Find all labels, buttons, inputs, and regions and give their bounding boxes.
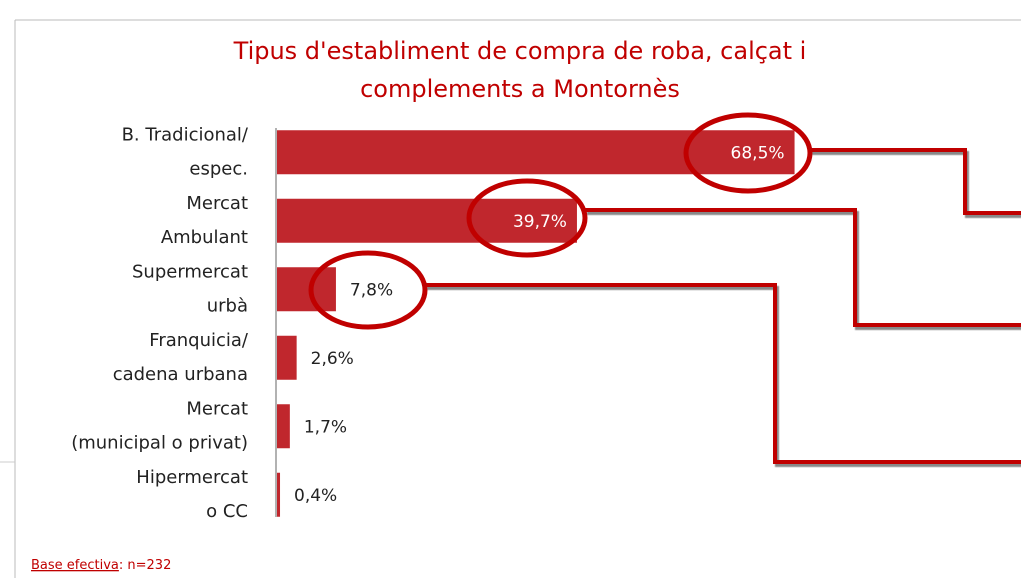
bar — [277, 198, 577, 243]
category-label: B. Tradicional/ — [122, 124, 249, 145]
category-label: (municipal o privat) — [71, 432, 248, 453]
footer-label: Base efectiva — [31, 558, 119, 573]
data-label: 39,7% — [513, 212, 567, 232]
bar — [277, 404, 290, 449]
category-label: espec. — [189, 158, 248, 179]
callout-line — [425, 283, 1021, 464]
category-label: urbà — [207, 295, 248, 316]
data-label: 1,7% — [304, 417, 347, 437]
chart-title: Tipus d'establiment de compra de roba, c… — [233, 37, 807, 65]
bar — [277, 130, 795, 175]
category-label: cadena urbana — [113, 364, 248, 385]
category-label: Mercat — [186, 193, 248, 214]
data-label: 0,4% — [294, 486, 337, 506]
category-label: Franquicia/ — [149, 330, 249, 351]
highlight-ellipse — [466, 178, 588, 258]
callout-line — [585, 208, 1021, 327]
category-label: o CC — [206, 501, 248, 522]
data-label: 7,8% — [350, 280, 393, 300]
callout-lines — [425, 148, 1021, 464]
highlight-ellipse — [683, 112, 813, 194]
footer-text: : n=232 — [119, 558, 171, 573]
category-label: Mercat — [186, 398, 248, 419]
data-label: 2,6% — [311, 349, 354, 369]
category-label: Supermercat — [132, 261, 248, 282]
bar — [277, 472, 281, 517]
bar — [277, 335, 297, 380]
footer: Base efectiva: n=232 — [31, 558, 171, 573]
chart-title: complements a Montornès — [360, 75, 680, 103]
category-label: Hipermercat — [136, 467, 248, 488]
category-label: Ambulant — [161, 227, 248, 248]
callout-line — [810, 148, 1021, 215]
highlight-ellipses — [308, 112, 813, 330]
highlight-ellipse — [308, 250, 428, 330]
data-label: 68,5% — [731, 143, 785, 163]
bar — [277, 267, 336, 312]
